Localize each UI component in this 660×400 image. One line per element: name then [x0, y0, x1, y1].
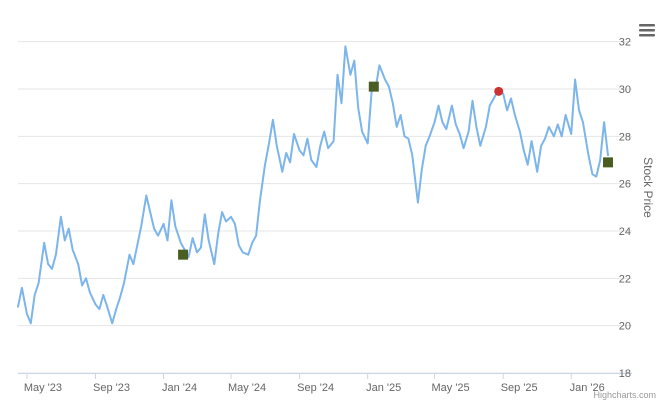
y-tick-label: 30: [619, 84, 631, 96]
y-axis-labels: 18 20 22 24 26 28 30 32: [619, 37, 631, 380]
y-tick-label: 28: [619, 131, 631, 143]
x-tick-label: Jan '25: [366, 382, 401, 394]
event-marker-square[interactable]: [603, 157, 614, 168]
series-line-0: [17, 45, 609, 325]
x-tick-label: Sep '25: [501, 382, 538, 394]
event-marker-square[interactable]: [368, 81, 379, 92]
y-tick-label: 24: [619, 226, 631, 238]
x-tick-label: Jan '26: [570, 382, 605, 394]
y-tick-label: 20: [619, 321, 631, 333]
hamburger-menu-icon[interactable]: [636, 20, 656, 40]
y-axis-title: Stock Price: [641, 157, 655, 218]
x-tick-label: Sep '23: [93, 382, 130, 394]
series-group: [17, 45, 609, 325]
x-tick-label: May '23: [24, 382, 62, 394]
y-tick-label: 26: [619, 179, 631, 191]
y-tick-label: 22: [619, 273, 631, 285]
x-tick-label: Sep '24: [297, 382, 334, 394]
x-axis: May '23 Sep '23 Jan '24 May '24 Sep '24 Jan '…: [18, 373, 632, 394]
y-tick-label: 18: [619, 368, 631, 380]
y-tick-label: 32: [619, 37, 631, 49]
credit-link[interactable]: Highcharts.com: [593, 390, 656, 400]
event-marker-square[interactable]: [178, 249, 189, 260]
x-tick-label: May '25: [431, 382, 469, 394]
x-tick-label: Jan '24: [162, 382, 197, 394]
x-tick-label: May '24: [228, 382, 266, 394]
grid-lines: [18, 41, 632, 374]
markers-group: [178, 81, 614, 260]
event-marker-circle[interactable]: [494, 86, 504, 96]
